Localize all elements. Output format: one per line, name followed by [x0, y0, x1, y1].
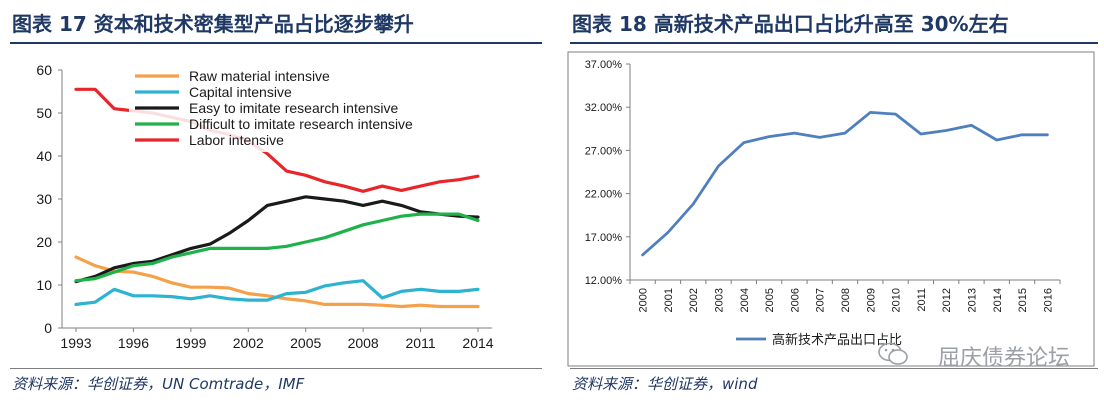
x-tick-label: 2000 — [638, 288, 650, 312]
x-tick-label: 2016 — [1042, 288, 1054, 312]
left-source-note: 资料来源：华创证券，UN Comtrade，IMF — [12, 375, 305, 393]
x-tick-label: 2007 — [815, 288, 827, 312]
legend-label-0: 高新技术产品出口占比 — [772, 332, 902, 347]
x-tick-label: 2008 — [348, 335, 379, 351]
x-tick-label: 2004 — [739, 288, 751, 312]
x-tick-label: 2002 — [688, 288, 700, 312]
series-line-3 — [74, 212, 480, 283]
series-line-1 — [74, 279, 480, 306]
watermark-text: 屈庆债券论坛 — [937, 346, 1070, 371]
x-tick-label: 2014 — [462, 335, 493, 351]
x-tick-label: 2011 — [406, 335, 436, 351]
right-source-rule — [570, 368, 1098, 369]
y-tick-label: 10 — [36, 277, 52, 293]
legend-background — [129, 68, 467, 152]
x-tick-label: 2002 — [233, 335, 264, 351]
right-line-chart: 12.00% 17.00% 22.00% 27.00% 32.00% 37.00% 2000… — [567, 51, 1095, 367]
left-title-rule — [10, 42, 542, 44]
x-tick-label: 2015 — [1017, 288, 1029, 312]
y-tick-label: 37.00% — [585, 59, 623, 71]
x-tick-label: 1996 — [118, 335, 149, 351]
x-tick-label: 2011 — [916, 288, 928, 312]
x-tick-label: 2001 — [663, 288, 675, 312]
y-tick-label: 60 — [36, 62, 52, 78]
left-chart-title: 图表 17 资本和技术密集型产品占比逐步攀升 — [12, 12, 414, 36]
y-tick-label: 32.00% — [585, 102, 623, 114]
x-tick-label: 1999 — [175, 335, 206, 351]
x-tick-label: 2009 — [865, 288, 877, 312]
x-tick-label: 2014 — [992, 288, 1004, 312]
x-tick-label: 1993 — [60, 335, 91, 351]
x-tick-label: 2003 — [714, 288, 726, 312]
y-tick-label: 40 — [36, 148, 52, 164]
legend-label-1: Capital intensive — [189, 84, 292, 100]
y-tick-label: 22.00% — [585, 189, 623, 201]
right-title-rule — [570, 42, 1098, 44]
right-chart-title: 图表 18 高新技术产品出口占比升高至 30%左右 — [572, 12, 1009, 36]
x-tick-label: 2005 — [290, 335, 321, 351]
y-tick-label: 50 — [36, 105, 52, 121]
legend-label-2: Easy to imitate research intensive — [189, 100, 399, 116]
x-tick-label: 2012 — [941, 288, 953, 312]
left-panel: 图表 17 资本和技术密集型产品占比逐步攀升 0 10 20 30 40 50 60 1993… — [0, 0, 548, 405]
legend-label-3: Difficult to imitate research intensive — [189, 116, 413, 132]
x-tick-label: 2006 — [789, 288, 801, 312]
left-line-chart: 0 10 20 30 40 50 60 1993 1996 1999 2002 2005 2008 201… — [36, 62, 493, 351]
chart-frame — [567, 51, 1095, 367]
y-tick-label: 20 — [36, 234, 52, 250]
wechat-icon — [878, 342, 908, 365]
right-panel: 图表 18 高新技术产品出口占比升高至 30%左右 12.00% 17.00% 22… — [560, 0, 1104, 405]
y-tick-label: 12.00% — [585, 275, 623, 287]
series-line-2 — [74, 195, 480, 284]
x-tick-label: 2013 — [966, 288, 978, 312]
y-tick-label: 17.00% — [585, 232, 623, 244]
x-tick-label: 2008 — [840, 288, 852, 312]
y-tick-label: 0 — [44, 320, 52, 336]
y-tick-label: 30 — [36, 191, 52, 207]
y-tick-label: 27.00% — [585, 145, 623, 157]
x-tick-label: 2010 — [891, 288, 903, 312]
series-line-0 — [641, 111, 1049, 257]
left-source-rule — [10, 368, 542, 369]
legend-label-0: Raw material intensive — [189, 68, 330, 84]
x-tick-label: 2005 — [764, 288, 776, 312]
right-source-note: 资料来源：华创证券，wind — [572, 375, 758, 393]
legend-label-4: Labor intensive — [189, 132, 284, 148]
